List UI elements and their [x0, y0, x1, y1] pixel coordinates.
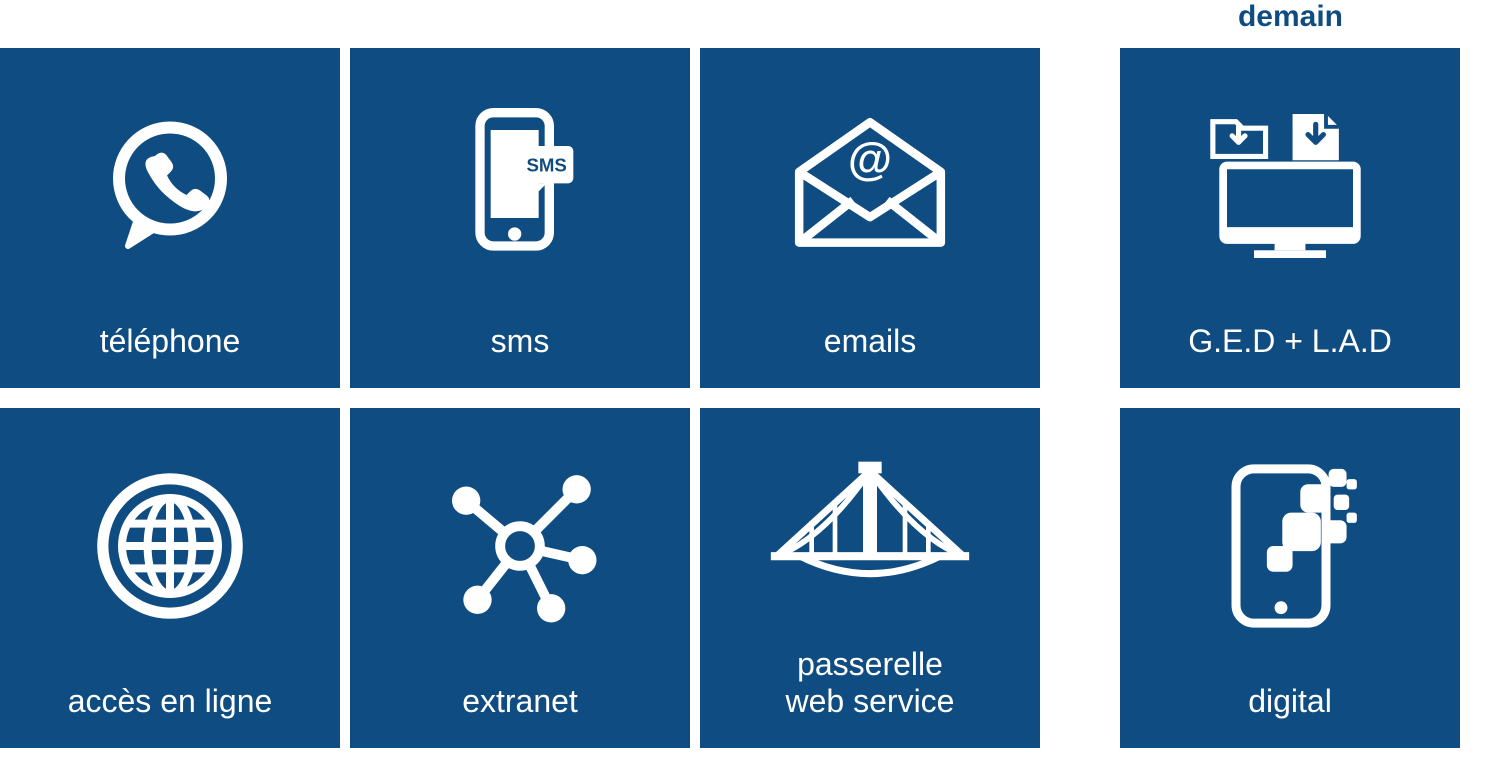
- tile-passerelle[interactable]: passerelle web service: [700, 408, 1040, 748]
- tile-label: accès en ligne: [58, 683, 283, 748]
- page-root: demain téléphone SMS sms @ emails: [0, 0, 1493, 758]
- tile-telephone[interactable]: téléphone: [0, 48, 340, 388]
- tile-label: passerelle web service: [776, 646, 965, 748]
- tile-emails[interactable]: @ emails: [700, 48, 1040, 388]
- network-hub-icon: [350, 408, 690, 683]
- tile-label: extranet: [452, 683, 588, 748]
- tile-acces-en-ligne[interactable]: accès en ligne: [0, 408, 340, 748]
- tile-label: sms: [481, 323, 560, 388]
- tile-ged-lad[interactable]: G.E.D + L.A.D: [1120, 48, 1460, 388]
- sms-phone-icon: SMS: [350, 48, 690, 323]
- tile-label: digital: [1238, 683, 1342, 748]
- email-at-icon: @: [700, 48, 1040, 323]
- tile-extranet[interactable]: extranet: [350, 408, 690, 748]
- svg-text:SMS: SMS: [526, 154, 566, 175]
- tile-digital[interactable]: digital: [1120, 408, 1460, 748]
- tiles-grid: téléphone SMS sms @ emails: [0, 38, 1493, 758]
- tile-sms[interactable]: SMS sms: [350, 48, 690, 388]
- header-label: demain: [1238, 0, 1343, 34]
- phone-bubble-icon: [0, 48, 340, 323]
- bridge-icon: [700, 408, 1040, 646]
- globe-icon: [0, 408, 340, 683]
- tile-label: G.E.D + L.A.D: [1178, 323, 1402, 388]
- tile-label: téléphone: [90, 323, 251, 388]
- digital-squares-icon: [1120, 408, 1460, 683]
- tile-label: emails: [814, 323, 926, 388]
- ged-monitor-icon: [1120, 48, 1460, 323]
- svg-text:@: @: [848, 133, 892, 184]
